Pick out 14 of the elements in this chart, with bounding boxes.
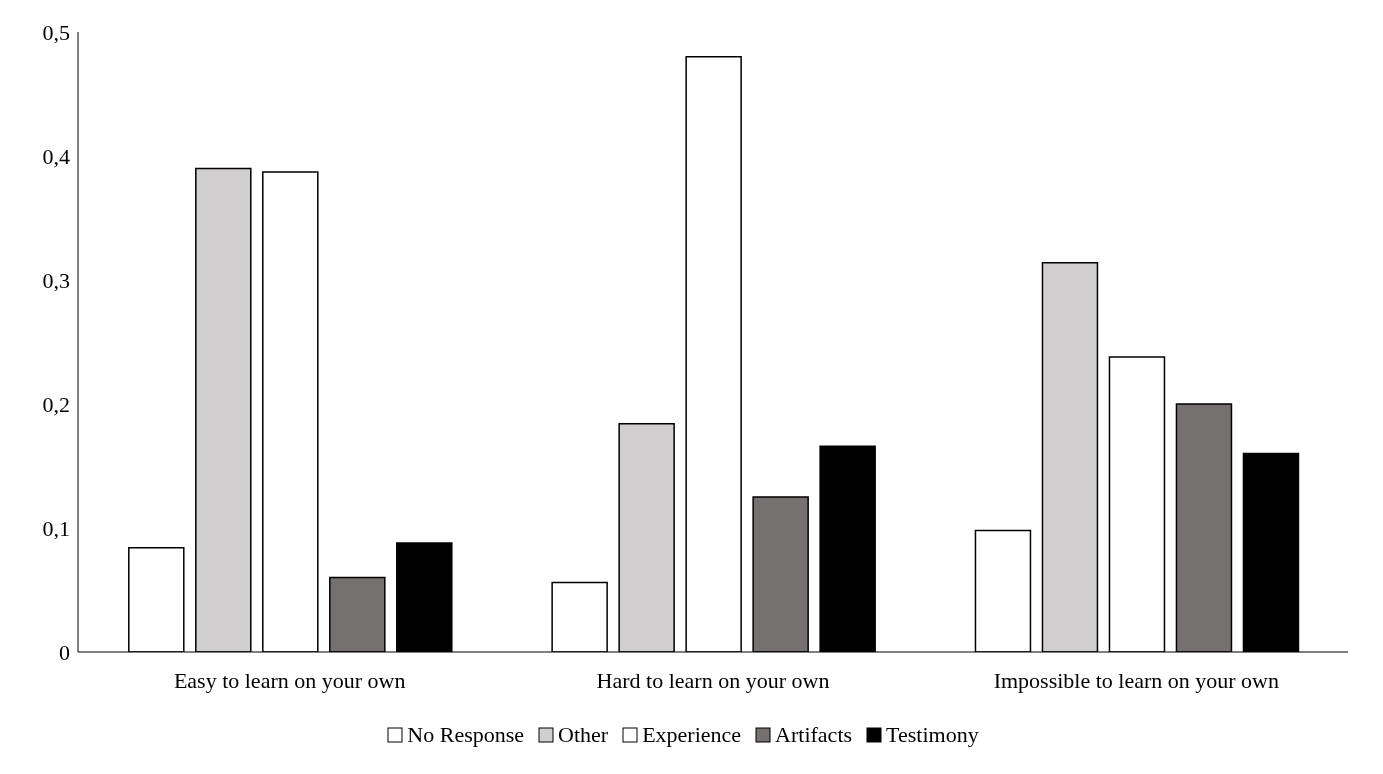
y-tick-label: 0,4	[42, 143, 70, 169]
legend-label: Other	[558, 722, 609, 748]
x-tick-label: Easy to learn on your own	[173, 667, 406, 693]
x-tick-label: Impossible to learn on your own	[993, 667, 1280, 693]
y-tick-label: 0,3	[42, 267, 70, 293]
legend-label: No Response	[407, 722, 525, 748]
y-tick-label: 0,1	[42, 515, 70, 541]
legend-label: Testimony	[886, 722, 979, 748]
y-tick-label: 0,5	[42, 19, 70, 45]
y-tick-label: 0,2	[42, 391, 70, 417]
x-tick-label: Hard to learn on your own	[596, 667, 830, 693]
legend-label: Artifacts	[775, 722, 853, 748]
y-tick-label: 0	[59, 639, 70, 665]
legend-label: Experience	[642, 722, 742, 748]
